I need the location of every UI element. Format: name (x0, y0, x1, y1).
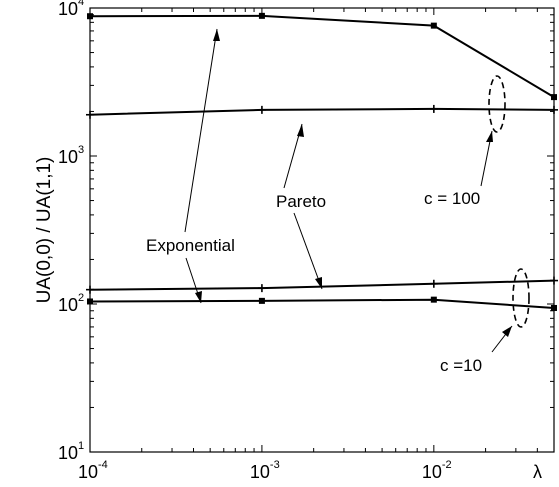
series-line-exponential (89, 298, 555, 309)
y-tick-label: 10 (58, 147, 78, 167)
x-tick-exponent: -3 (270, 459, 280, 471)
data-point-square (430, 22, 437, 29)
annotation-layer: UA(0,0) / UA(1,1) λ Exponential Pareto c… (34, 28, 542, 482)
y-axis-label: UA(0,0) / UA(1,1) (34, 157, 55, 304)
c10-dashed-ellipse (512, 268, 530, 328)
c100-dashed-ellipse (488, 75, 506, 133)
c100-label: c = 100 (424, 189, 480, 208)
exponential-arrowhead-top (213, 29, 220, 41)
pareto-arrowhead-top (297, 124, 304, 137)
data-point-plus (257, 284, 266, 293)
x-tick-label: 10 (422, 462, 442, 482)
y-tick-exponent: 3 (78, 144, 84, 156)
x-tick-label: 10 (250, 462, 270, 482)
data-point-plus (257, 105, 266, 114)
ticks-layer: 10 110 210 310 410 -4 10 -3 10 -2 (58, 0, 555, 482)
data-point-plus (429, 279, 438, 288)
data-point-square (258, 12, 265, 19)
pareto-arrow-bottom (293, 212, 323, 290)
y-tick-label: 10 (58, 295, 78, 315)
data-point-square (430, 296, 437, 303)
x-axis-lambda-label: λ (533, 462, 542, 482)
y-tick-exponent: 1 (78, 440, 84, 452)
series-layer (86, 12, 558, 311)
y-tick-exponent: 4 (78, 0, 84, 8)
c100-arrowhead (486, 131, 493, 142)
y-tick-label: 10 (58, 0, 78, 19)
exponential-arrowhead-bottom (195, 291, 202, 303)
exponential-arrow-top (184, 28, 218, 233)
data-point-plus (550, 276, 558, 285)
c10-arrowhead (502, 326, 512, 337)
series-line-pareto (89, 279, 555, 291)
y-tick-exponent: 2 (78, 292, 84, 304)
data-point-square (551, 94, 557, 101)
y-tick-label: 10 (58, 443, 78, 463)
data-point-plus (86, 110, 94, 119)
pareto-arrowhead-bottom (315, 277, 322, 289)
data-point-plus (550, 105, 558, 114)
data-point-square (258, 297, 265, 304)
x-tick-label: 10 (78, 462, 98, 482)
series-line-pareto (89, 107, 555, 116)
plot-area (89, 7, 555, 453)
c10-label: c =10 (440, 356, 482, 375)
plot-frame (89, 7, 555, 453)
x-tick-exponent: -4 (98, 459, 108, 471)
data-point-plus (86, 285, 94, 294)
pareto-label: Pareto (276, 192, 326, 211)
x-tick-exponent: -2 (442, 459, 452, 471)
series-line-exponential (89, 14, 555, 98)
data-point-square (87, 298, 93, 305)
data-point-square (87, 13, 93, 20)
data-point-square (551, 304, 557, 311)
exponential-label: Exponential (146, 236, 235, 255)
data-point-plus (429, 104, 438, 113)
